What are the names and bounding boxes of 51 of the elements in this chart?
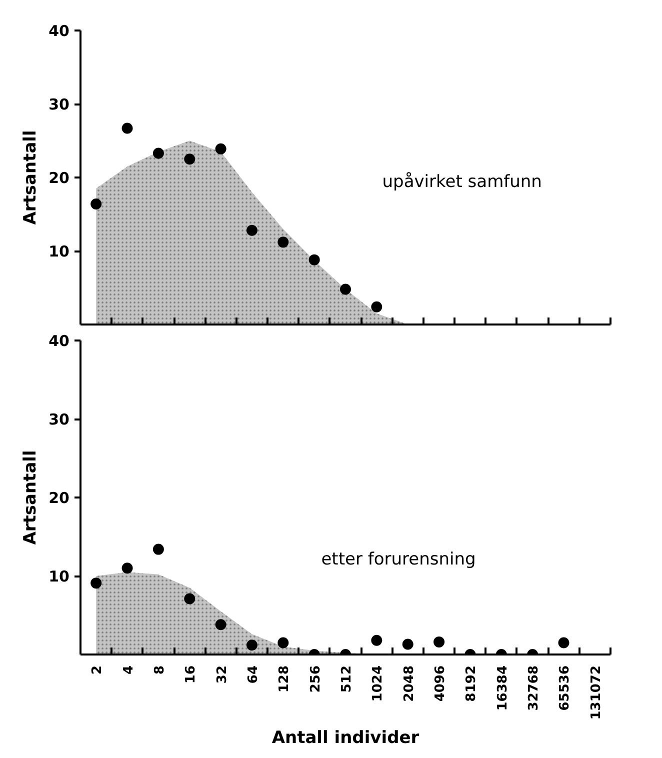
x-tick-label: 131072 [588,665,604,720]
x-tick-label: 65536 [558,665,573,711]
x-tick-label: 2048 [402,665,417,702]
point [434,636,445,648]
point [184,593,196,604]
point [90,578,102,589]
x-tick-label: 4 [121,666,136,675]
x-tick-label: 8192 [464,665,480,702]
point [371,634,382,646]
y-tick-label: 10 [48,242,70,260]
x-tick-label: 256 [308,665,324,693]
point [278,236,289,248]
y-tick-label: 20 [48,489,70,507]
x-tick-label: 16 [184,665,199,684]
x-tick-label: 16384 [495,665,510,711]
point [90,198,102,210]
y-tick-label: 30 [48,96,70,114]
y-tick-label: 30 [48,410,70,428]
y-axis-title: Artsantall [20,130,41,225]
y-tick-label: 40 [48,22,70,40]
x-tick-label: 32 [214,665,230,684]
point [340,284,351,295]
x-tick-label: 64 [246,665,261,684]
x-tick-label: 32768 [526,665,542,711]
point [122,122,133,134]
point [246,224,258,236]
point [278,637,289,648]
annotation: etter forurensning [321,550,476,570]
y-axis-title: Artsantall [20,450,41,545]
x-tick-label: 2 [90,666,106,675]
x-axis-title: Antall individer [272,728,420,748]
point [371,301,382,312]
y-tick-label: 40 [48,332,70,350]
x-tick-label: 512 [340,665,354,693]
point [558,637,570,648]
annotation: upåvirket samfunn [382,172,542,192]
point [152,544,164,555]
y-tick-label: 10 [48,568,70,586]
point [215,143,226,154]
x-tick-label: 128 [277,665,292,693]
point [402,638,414,650]
y-tick-label: 20 [48,169,70,187]
x-tick-label: 4096 [433,665,448,702]
x-tick-label: 8 [152,666,168,675]
point [122,562,133,574]
point [215,619,226,630]
point [152,148,164,159]
point [308,254,320,266]
point [184,154,196,165]
x-tick-label: 1024 [370,665,386,702]
point [246,640,258,651]
